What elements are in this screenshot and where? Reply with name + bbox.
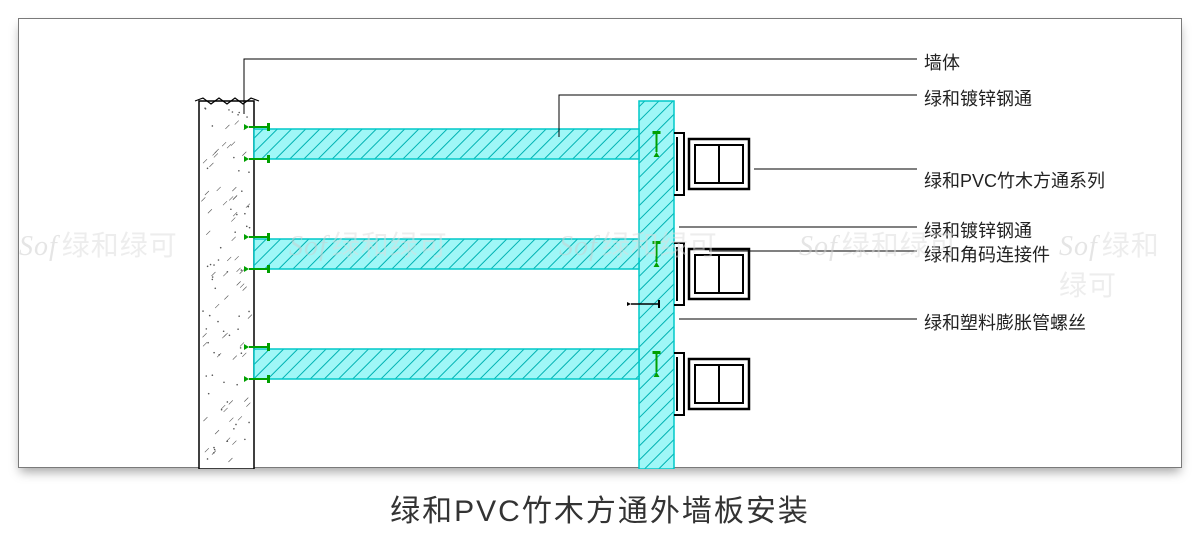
label-steel-1: 绿和镀锌钢通 — [924, 85, 1032, 111]
label-connector: 绿和角码连接件 — [924, 241, 1050, 267]
diagram-frame: 墙体 绿和镀锌钢通 绿和PVC竹木方通系列 绿和镀锌钢通 绿和角码连接件 绿和塑… — [18, 18, 1182, 468]
label-steel-2: 绿和镀锌钢通 — [924, 217, 1032, 243]
label-screw: 绿和塑料膨胀管螺丝 — [924, 309, 1086, 335]
label-pvc-tube: 绿和PVC竹木方通系列 — [924, 167, 1105, 193]
diagram-title: 绿和PVC竹木方通外墙板安装 — [0, 486, 1200, 530]
label-wall: 墙体 — [924, 49, 960, 75]
